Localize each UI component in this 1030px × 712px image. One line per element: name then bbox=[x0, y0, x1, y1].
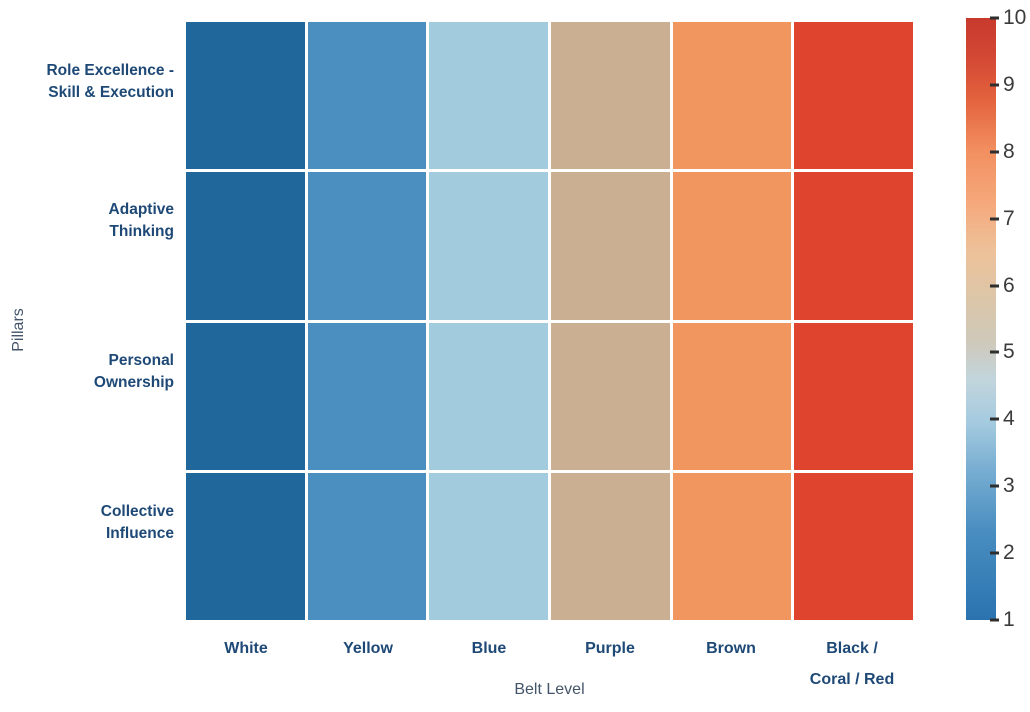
colorbar-tick-label: 3 bbox=[1003, 474, 1015, 497]
colorbar-tick-mark bbox=[990, 284, 999, 288]
colorbar-tick-mark bbox=[990, 83, 999, 87]
y-tick-line: Skill & Execution bbox=[48, 84, 174, 101]
y-tick-line: Role Excellence - bbox=[46, 62, 174, 79]
heatmap-cell-r2c1 bbox=[307, 322, 427, 470]
y-tick-line: Influence bbox=[105, 525, 174, 542]
heatmap-cell-r1c0 bbox=[186, 172, 305, 320]
colorbar-tick-label: 9 bbox=[1003, 73, 1015, 96]
heatmap-cell-r1c4 bbox=[672, 172, 792, 320]
heatmap-cell-r3c3 bbox=[550, 472, 670, 620]
heatmap-cell-r2c5 bbox=[794, 322, 913, 470]
colorbar-tick-label: 7 bbox=[1003, 207, 1015, 230]
y-tick-label-adaptive-thinking: Adaptive Thinking bbox=[0, 199, 174, 243]
heatmap-cell-r2c3 bbox=[550, 322, 670, 470]
y-tick-line: Thinking bbox=[109, 223, 174, 240]
heatmap-cell-r3c2 bbox=[429, 472, 548, 620]
x-tick-line: White bbox=[224, 640, 268, 657]
heatmap-cell-r1c1 bbox=[307, 172, 427, 320]
colorbar-tick-mark bbox=[990, 484, 999, 488]
heatmap-cell-r1c3 bbox=[550, 172, 670, 320]
colorbar-tick-label: 5 bbox=[1003, 340, 1015, 363]
y-tick-label-role-excellence: Role Excellence - Skill & Execution bbox=[0, 60, 174, 104]
x-tick-line: Brown bbox=[706, 640, 756, 657]
colorbar-gradient bbox=[966, 18, 996, 620]
colorbar-tick-label: 10 bbox=[1003, 6, 1027, 29]
colorbar-tick-label: 1 bbox=[1003, 608, 1015, 631]
heatmap-cell-r0c2 bbox=[429, 22, 548, 170]
colorbar-tick-label: 4 bbox=[1003, 407, 1015, 430]
colorbar-tick-mark bbox=[990, 417, 999, 421]
y-tick-line: Collective bbox=[100, 503, 174, 520]
heatmap-cell-r3c0 bbox=[186, 472, 305, 620]
heatmap-cell-r2c2 bbox=[429, 322, 548, 470]
y-axis-title: Pillars bbox=[10, 308, 27, 352]
x-tick-line: Yellow bbox=[343, 640, 393, 657]
colorbar-tick-label: 6 bbox=[1003, 274, 1015, 297]
colorbar-tick-mark bbox=[990, 551, 999, 555]
heatmap-cell-r0c0 bbox=[186, 22, 305, 170]
colorbar-tick-label: 2 bbox=[1003, 541, 1015, 564]
heatmap-cell-r0c1 bbox=[307, 22, 427, 170]
colorbar-tick-mark bbox=[990, 150, 999, 154]
heatmap-cell-r1c5 bbox=[794, 172, 913, 320]
x-tick-label-purple: Purple bbox=[540, 633, 680, 664]
y-tick-label-collective-influence: Collective Influence bbox=[0, 501, 174, 545]
heatmap-cell-r0c3 bbox=[550, 22, 670, 170]
heatmap-cell-r0c4 bbox=[672, 22, 792, 170]
colorbar-tick-mark bbox=[990, 217, 999, 221]
x-tick-label-yellow: Yellow bbox=[298, 633, 438, 664]
colorbar-tick-mark bbox=[990, 618, 999, 622]
x-tick-label-black-coral-red: Black / Coral / Red bbox=[782, 633, 922, 695]
heatmap-grid bbox=[186, 22, 913, 620]
x-tick-line: Black / bbox=[826, 640, 878, 657]
x-tick-label-white: White bbox=[176, 633, 316, 664]
colorbar-tick-label: 8 bbox=[1003, 140, 1015, 163]
colorbar-tick-mark bbox=[990, 350, 999, 354]
heatmap-cell-r3c1 bbox=[307, 472, 427, 620]
heatmap-cell-r3c4 bbox=[672, 472, 792, 620]
x-tick-line: Blue bbox=[471, 640, 507, 657]
y-tick-line: Adaptive bbox=[108, 201, 174, 218]
y-tick-label-personal-ownership: Personal Ownership bbox=[0, 350, 174, 394]
x-tick-label-blue: Blue bbox=[419, 633, 559, 664]
heatmap-cell-r0c5 bbox=[794, 22, 913, 170]
x-axis-title: Belt Level bbox=[514, 681, 585, 698]
y-tick-line: Personal bbox=[108, 352, 174, 369]
colorbar-tick-mark bbox=[990, 16, 999, 20]
x-tick-line: Coral / Red bbox=[809, 671, 895, 688]
y-tick-line: Ownership bbox=[93, 374, 174, 391]
heatmap-cell-r2c4 bbox=[672, 322, 792, 470]
heatmap-cell-r2c0 bbox=[186, 322, 305, 470]
heatmap-cell-r1c2 bbox=[429, 172, 548, 320]
x-tick-line: Purple bbox=[585, 640, 635, 657]
x-tick-label-brown: Brown bbox=[661, 633, 801, 664]
heatmap-cell-r3c5 bbox=[794, 472, 913, 620]
